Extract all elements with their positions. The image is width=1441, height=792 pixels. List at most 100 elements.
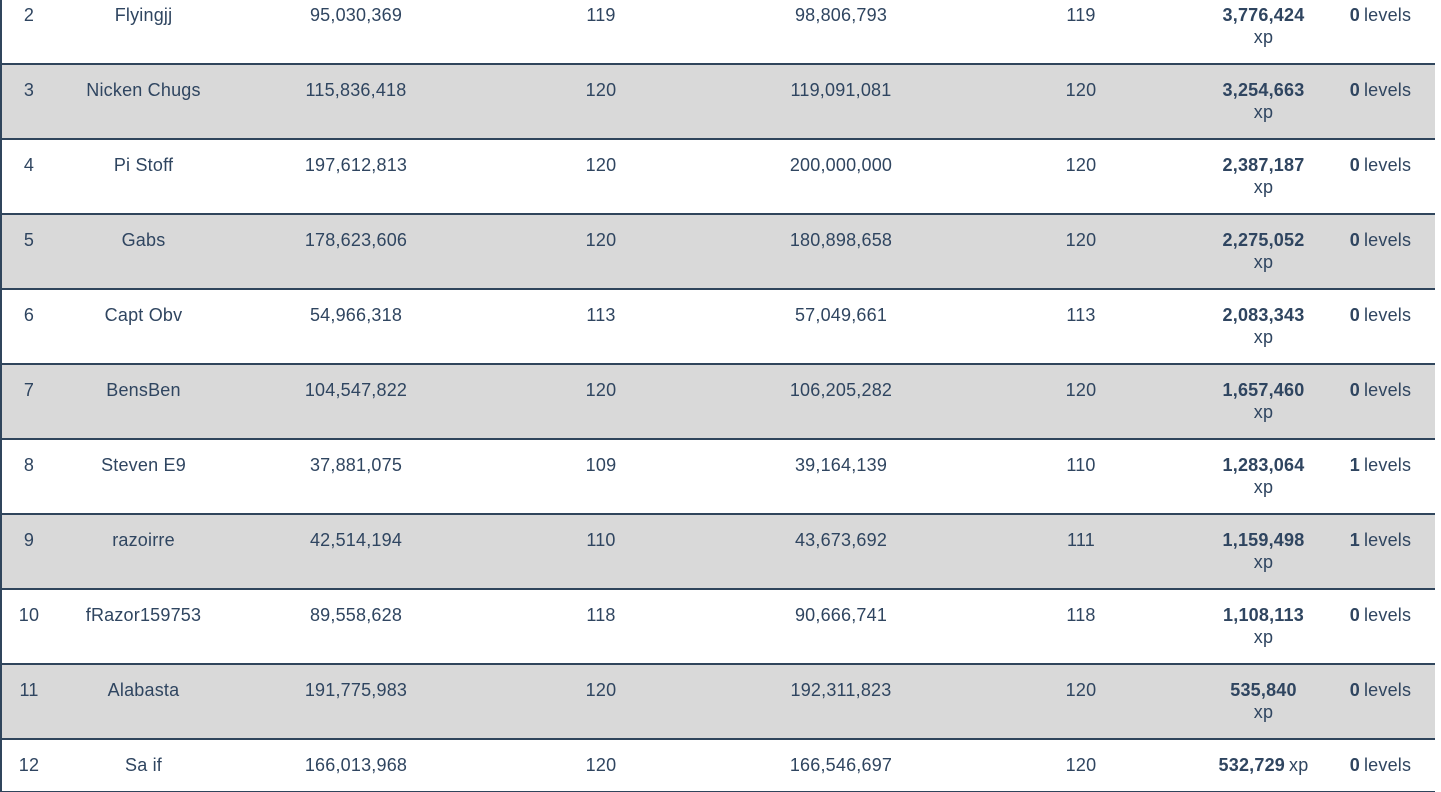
xp-gain-unit: xp: [1253, 327, 1274, 347]
xp-gain-cell: 532,729 xp: [1201, 739, 1326, 792]
xp-gain-cell: 2,275,052 xp: [1201, 214, 1326, 289]
levels-gain-value: 1: [1349, 455, 1360, 475]
level-start-cell: 118: [586, 605, 616, 625]
levels-gain-unit: levels: [1363, 380, 1412, 400]
levels-gain-value: 0: [1349, 605, 1360, 625]
rank-cell: 7: [23, 380, 35, 400]
xp-gain-value: 1,283,064: [1222, 455, 1305, 475]
xp-end-cell: 119,091,081: [790, 80, 892, 100]
xp-gain-unit: xp: [1253, 702, 1274, 722]
xp-gain-cell: 2,387,187 xp: [1201, 139, 1326, 214]
xp-end-cell: 57,049,661: [794, 305, 888, 325]
table-row: 7 BensBen 104,547,822 120 106,205,282 12…: [1, 364, 1435, 439]
xp-start-cell: 89,558,628: [309, 605, 403, 625]
xp-end-cell: 106,205,282: [789, 380, 893, 400]
xp-start-cell: 115,836,418: [305, 80, 407, 100]
xp-start-cell: 166,013,968: [304, 755, 408, 775]
player-name-cell: fRazor159753: [85, 605, 202, 625]
xp-gain-cell: 1,657,460 xp: [1201, 364, 1326, 439]
xp-start-cell: 95,030,369: [309, 5, 403, 25]
level-end-cell: 110: [1066, 455, 1096, 475]
xp-start-cell: 197,612,813: [304, 155, 408, 175]
xp-end-cell: 200,000,000: [789, 155, 893, 175]
levels-gain-unit: levels: [1363, 755, 1412, 775]
levels-gain-cell: 1 levels: [1326, 514, 1435, 589]
levels-gain-cell: 0 levels: [1326, 139, 1435, 214]
level-start-cell: 120: [585, 155, 617, 175]
level-end-cell: 113: [1066, 305, 1096, 325]
table-row: 9 razoirre 42,514,194 110 43,673,692 111…: [1, 514, 1435, 589]
xp-gain-unit: xp: [1253, 27, 1274, 47]
level-end-cell: 120: [1065, 680, 1097, 700]
levels-gain-cell: 0 levels: [1326, 589, 1435, 664]
xp-gain-unit: xp: [1253, 552, 1274, 572]
rank-cell: 9: [23, 530, 35, 550]
xp-start-cell: 37,881,075: [309, 455, 403, 475]
player-name-cell: Alabasta: [107, 680, 180, 700]
xp-gain-unit: xp: [1253, 252, 1274, 272]
xp-end-cell: 180,898,658: [789, 230, 893, 250]
levels-gain-unit: levels: [1363, 455, 1412, 475]
xp-gain-cell: 1,283,064 xp: [1201, 439, 1326, 514]
level-start-cell: 113: [586, 305, 616, 325]
levels-gain-unit: levels: [1363, 80, 1412, 100]
xp-gain-cell: 3,776,424 xp: [1201, 0, 1326, 64]
levels-gain-cell: 0 levels: [1326, 364, 1435, 439]
table-row: 5 Gabs 178,623,606 120 180,898,658 120 2…: [1, 214, 1435, 289]
table-row: 8 Steven E9 37,881,075 109 39,164,139 11…: [1, 439, 1435, 514]
xp-end-cell: 43,673,692: [794, 530, 888, 550]
levels-gain-unit: levels: [1363, 230, 1412, 250]
xp-gain-value: 1,657,460: [1222, 380, 1305, 400]
table-row: 3 Nicken Chugs 115,836,418 120 119,091,0…: [1, 64, 1435, 139]
rank-cell: 12: [18, 755, 40, 775]
xp-gain-value: 532,729: [1218, 755, 1286, 775]
rank-cell: 2: [23, 5, 35, 25]
xp-gain-cell: 535,840 xp: [1201, 664, 1326, 739]
player-name-cell: Steven E9: [101, 455, 186, 475]
levels-gain-unit: levels: [1363, 155, 1412, 175]
xp-gain-cell: 3,254,663 xp: [1201, 64, 1326, 139]
player-name-cell: Capt Obv: [104, 305, 183, 325]
levels-gain-value: 0: [1349, 755, 1360, 775]
levels-gain-value: 1: [1349, 530, 1360, 550]
xp-gain-value: 2,083,343: [1222, 305, 1305, 325]
level-start-cell: 120: [585, 755, 617, 775]
level-start-cell: 119: [586, 5, 616, 25]
xp-gain-unit: xp: [1253, 102, 1274, 122]
xp-start-cell: 54,966,318: [309, 305, 403, 325]
xp-gain-cell: 2,083,343 xp: [1201, 289, 1326, 364]
xp-start-cell: 104,547,822: [304, 380, 408, 400]
xp-end-cell: 166,546,697: [789, 755, 893, 775]
level-end-cell: 120: [1065, 155, 1097, 175]
levels-gain-unit: levels: [1363, 530, 1412, 550]
levels-gain-cell: 0 levels: [1326, 739, 1435, 792]
xp-gain-value: 2,387,187: [1222, 155, 1305, 175]
level-start-cell: 110: [586, 530, 616, 550]
rank-cell: 4: [23, 155, 35, 175]
rank-cell: 5: [23, 230, 35, 250]
table-row: 12 Sa if 166,013,968 120 166,546,697 120…: [1, 739, 1435, 792]
xp-gain-value: 1,108,113: [1223, 605, 1304, 625]
levels-gain-cell: 0 levels: [1326, 64, 1435, 139]
xp-gain-value: 1,159,498: [1222, 530, 1305, 550]
table-row: 6 Capt Obv 54,966,318 113 57,049,661 113…: [1, 289, 1435, 364]
xp-start-cell: 178,623,606: [304, 230, 408, 250]
level-end-cell: 111: [1067, 530, 1095, 550]
xp-end-cell: 192,311,823: [790, 680, 892, 700]
levels-gain-unit: levels: [1363, 605, 1412, 625]
level-start-cell: 120: [585, 230, 617, 250]
xp-gain-unit: xp: [1253, 477, 1274, 497]
xp-gain-unit: xp: [1289, 755, 1309, 775]
level-end-cell: 118: [1066, 605, 1096, 625]
levels-gain-unit: levels: [1363, 5, 1412, 25]
xp-start-cell: 191,775,983: [304, 680, 408, 700]
rank-cell: 3: [23, 80, 35, 100]
levels-gain-unit: levels: [1363, 680, 1412, 700]
level-start-cell: 109: [585, 455, 617, 475]
player-name-cell: Gabs: [121, 230, 166, 250]
level-end-cell: 120: [1065, 380, 1097, 400]
levels-gain-value: 0: [1349, 305, 1360, 325]
level-end-cell: 120: [1065, 80, 1097, 100]
